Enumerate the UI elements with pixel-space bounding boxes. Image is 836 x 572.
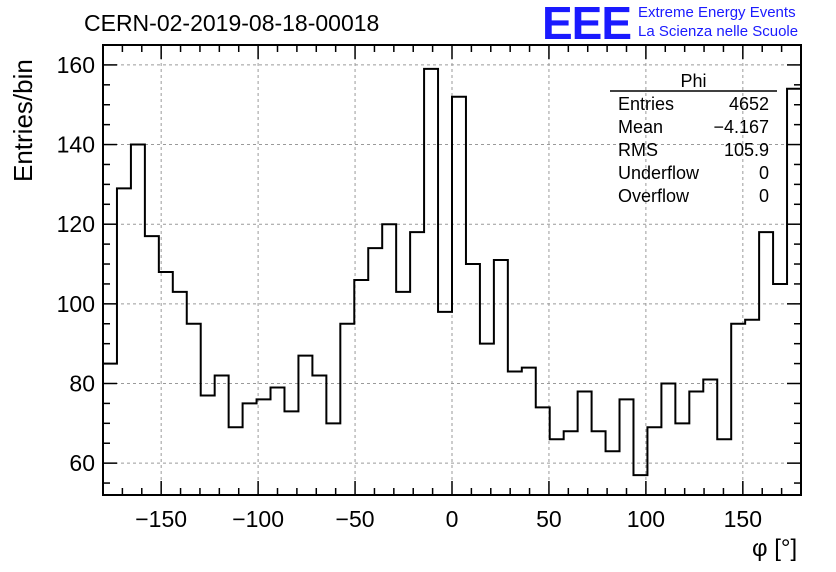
stats-label: Underflow [618,163,700,183]
stats-box: Phi Entries 4652 Mean −4.167 RMS 105.9 Underflo… [610,71,777,206]
y-tick-label: 140 [57,132,95,158]
logo-caption-line2: La Scienza nelle Scuole [638,23,799,40]
y-tick-label: 120 [57,211,95,237]
stats-value: 4652 [729,94,769,114]
x-axis-label: φ [°] [752,535,798,562]
chart-title: CERN-02-2019-08-18-00018 [84,10,380,36]
x-tick-label: −50 [336,506,375,532]
x-tick-label: 100 [627,506,665,532]
axes: −150 −100 −50 0 50 100 150 60 80 100 120 140 160 [57,44,802,532]
logo-caption: Extreme Energy Events La Scienza nelle S… [638,3,798,41]
stats-label: Entries [618,94,674,114]
stats-value: −4.167 [713,117,769,137]
x-tick-label: −150 [135,506,187,532]
y-tick-label: 100 [57,291,95,317]
y-tick-label: 160 [57,52,95,78]
stats-value: 0 [759,163,769,183]
x-tick-label: 150 [724,506,762,532]
stats-box-name: Phi [680,71,706,91]
x-tick-label: 50 [536,506,562,532]
y-tick-label: 80 [69,370,95,396]
stats-value: 105.9 [724,140,769,160]
stats-label: Overflow [618,186,690,206]
logo-caption-line1: Extreme Energy Events [638,4,796,21]
y-tick-label: 60 [69,450,95,476]
x-tick-label: −100 [232,506,284,532]
x-tick-label: 0 [446,506,459,532]
stats-label: RMS [618,140,658,160]
stats-label: Mean [618,117,663,137]
stats-value: 0 [759,186,769,206]
eee-logo: EEE [542,0,632,49]
histogram-outline [103,67,801,477]
